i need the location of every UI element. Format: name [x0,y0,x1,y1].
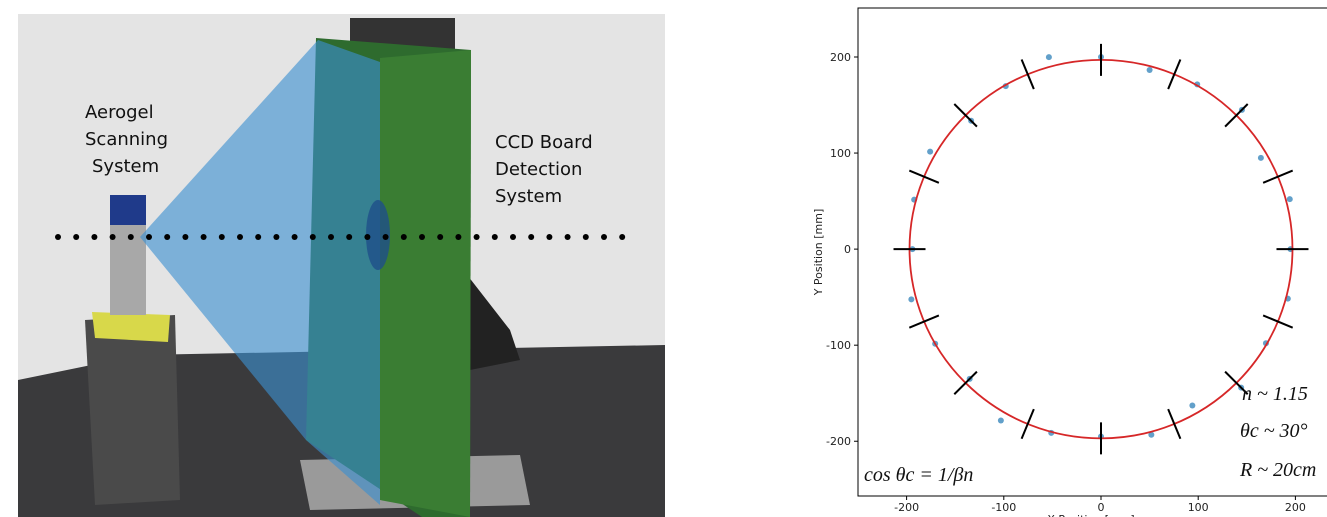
figure: Aerogel Scanning System CCD Board Detect… [0,0,1327,517]
point [1258,155,1264,161]
dot [110,234,116,240]
y-tick-label: -100 [826,339,851,352]
point [1046,54,1052,60]
annotation: θc ~ 30° [1240,420,1308,442]
x-tick-label: 100 [1188,501,1209,514]
label: System [495,186,562,207]
x-tick-label: -200 [894,501,919,514]
render-panel: Aerogel Scanning System CCD Board Detect… [18,14,665,517]
y-axis-label: Y Position [mm] [812,209,825,297]
dot [310,234,316,240]
dot [492,234,498,240]
dot [619,234,625,240]
ccd-board-right [380,50,471,517]
x-tick-label: 200 [1285,501,1306,514]
dot [237,234,243,240]
x-axis-label: X Position [mm] [1047,513,1134,517]
scanner-head [110,195,146,225]
x-tick-label: -100 [991,501,1016,514]
label: Scanning [85,129,168,150]
label: Aerogel [85,102,154,123]
stage-plate [92,312,170,342]
dot [565,234,571,240]
annotation: n ~ 1.15 [1242,383,1308,405]
dot [437,234,443,240]
dot [146,234,152,240]
dot [346,234,352,240]
label: Detection [495,159,582,180]
point [1287,196,1293,202]
dot [419,234,425,240]
dot [91,234,97,240]
dot [364,234,370,240]
dot [601,234,607,240]
point [908,296,914,302]
dot [201,234,207,240]
label: CCD Board [495,132,593,153]
dot [474,234,480,240]
dot [583,234,589,240]
y-tick-label: 100 [830,147,851,160]
dot [164,234,170,240]
point [1189,403,1195,409]
dot [273,234,279,240]
point [998,417,1004,423]
label: System [92,156,159,177]
dot [401,234,407,240]
dot [510,234,516,240]
dot [383,234,389,240]
stage [85,315,180,505]
annotation: R ~ 20cm [1239,459,1316,481]
dot [455,234,461,240]
dot [128,234,134,240]
point [1147,67,1153,73]
y-tick-label: -200 [826,435,851,448]
annotation: cos θc = 1/βn [864,464,973,486]
y-tick-label: 200 [830,51,851,64]
dot [255,234,261,240]
dot [546,234,552,240]
dot [528,234,534,240]
dot [292,234,298,240]
y-tick-label: 0 [844,243,851,256]
dot [55,234,61,240]
dot [182,234,188,240]
dot [328,234,334,240]
point [927,149,933,155]
dot [219,234,225,240]
dot [73,234,79,240]
